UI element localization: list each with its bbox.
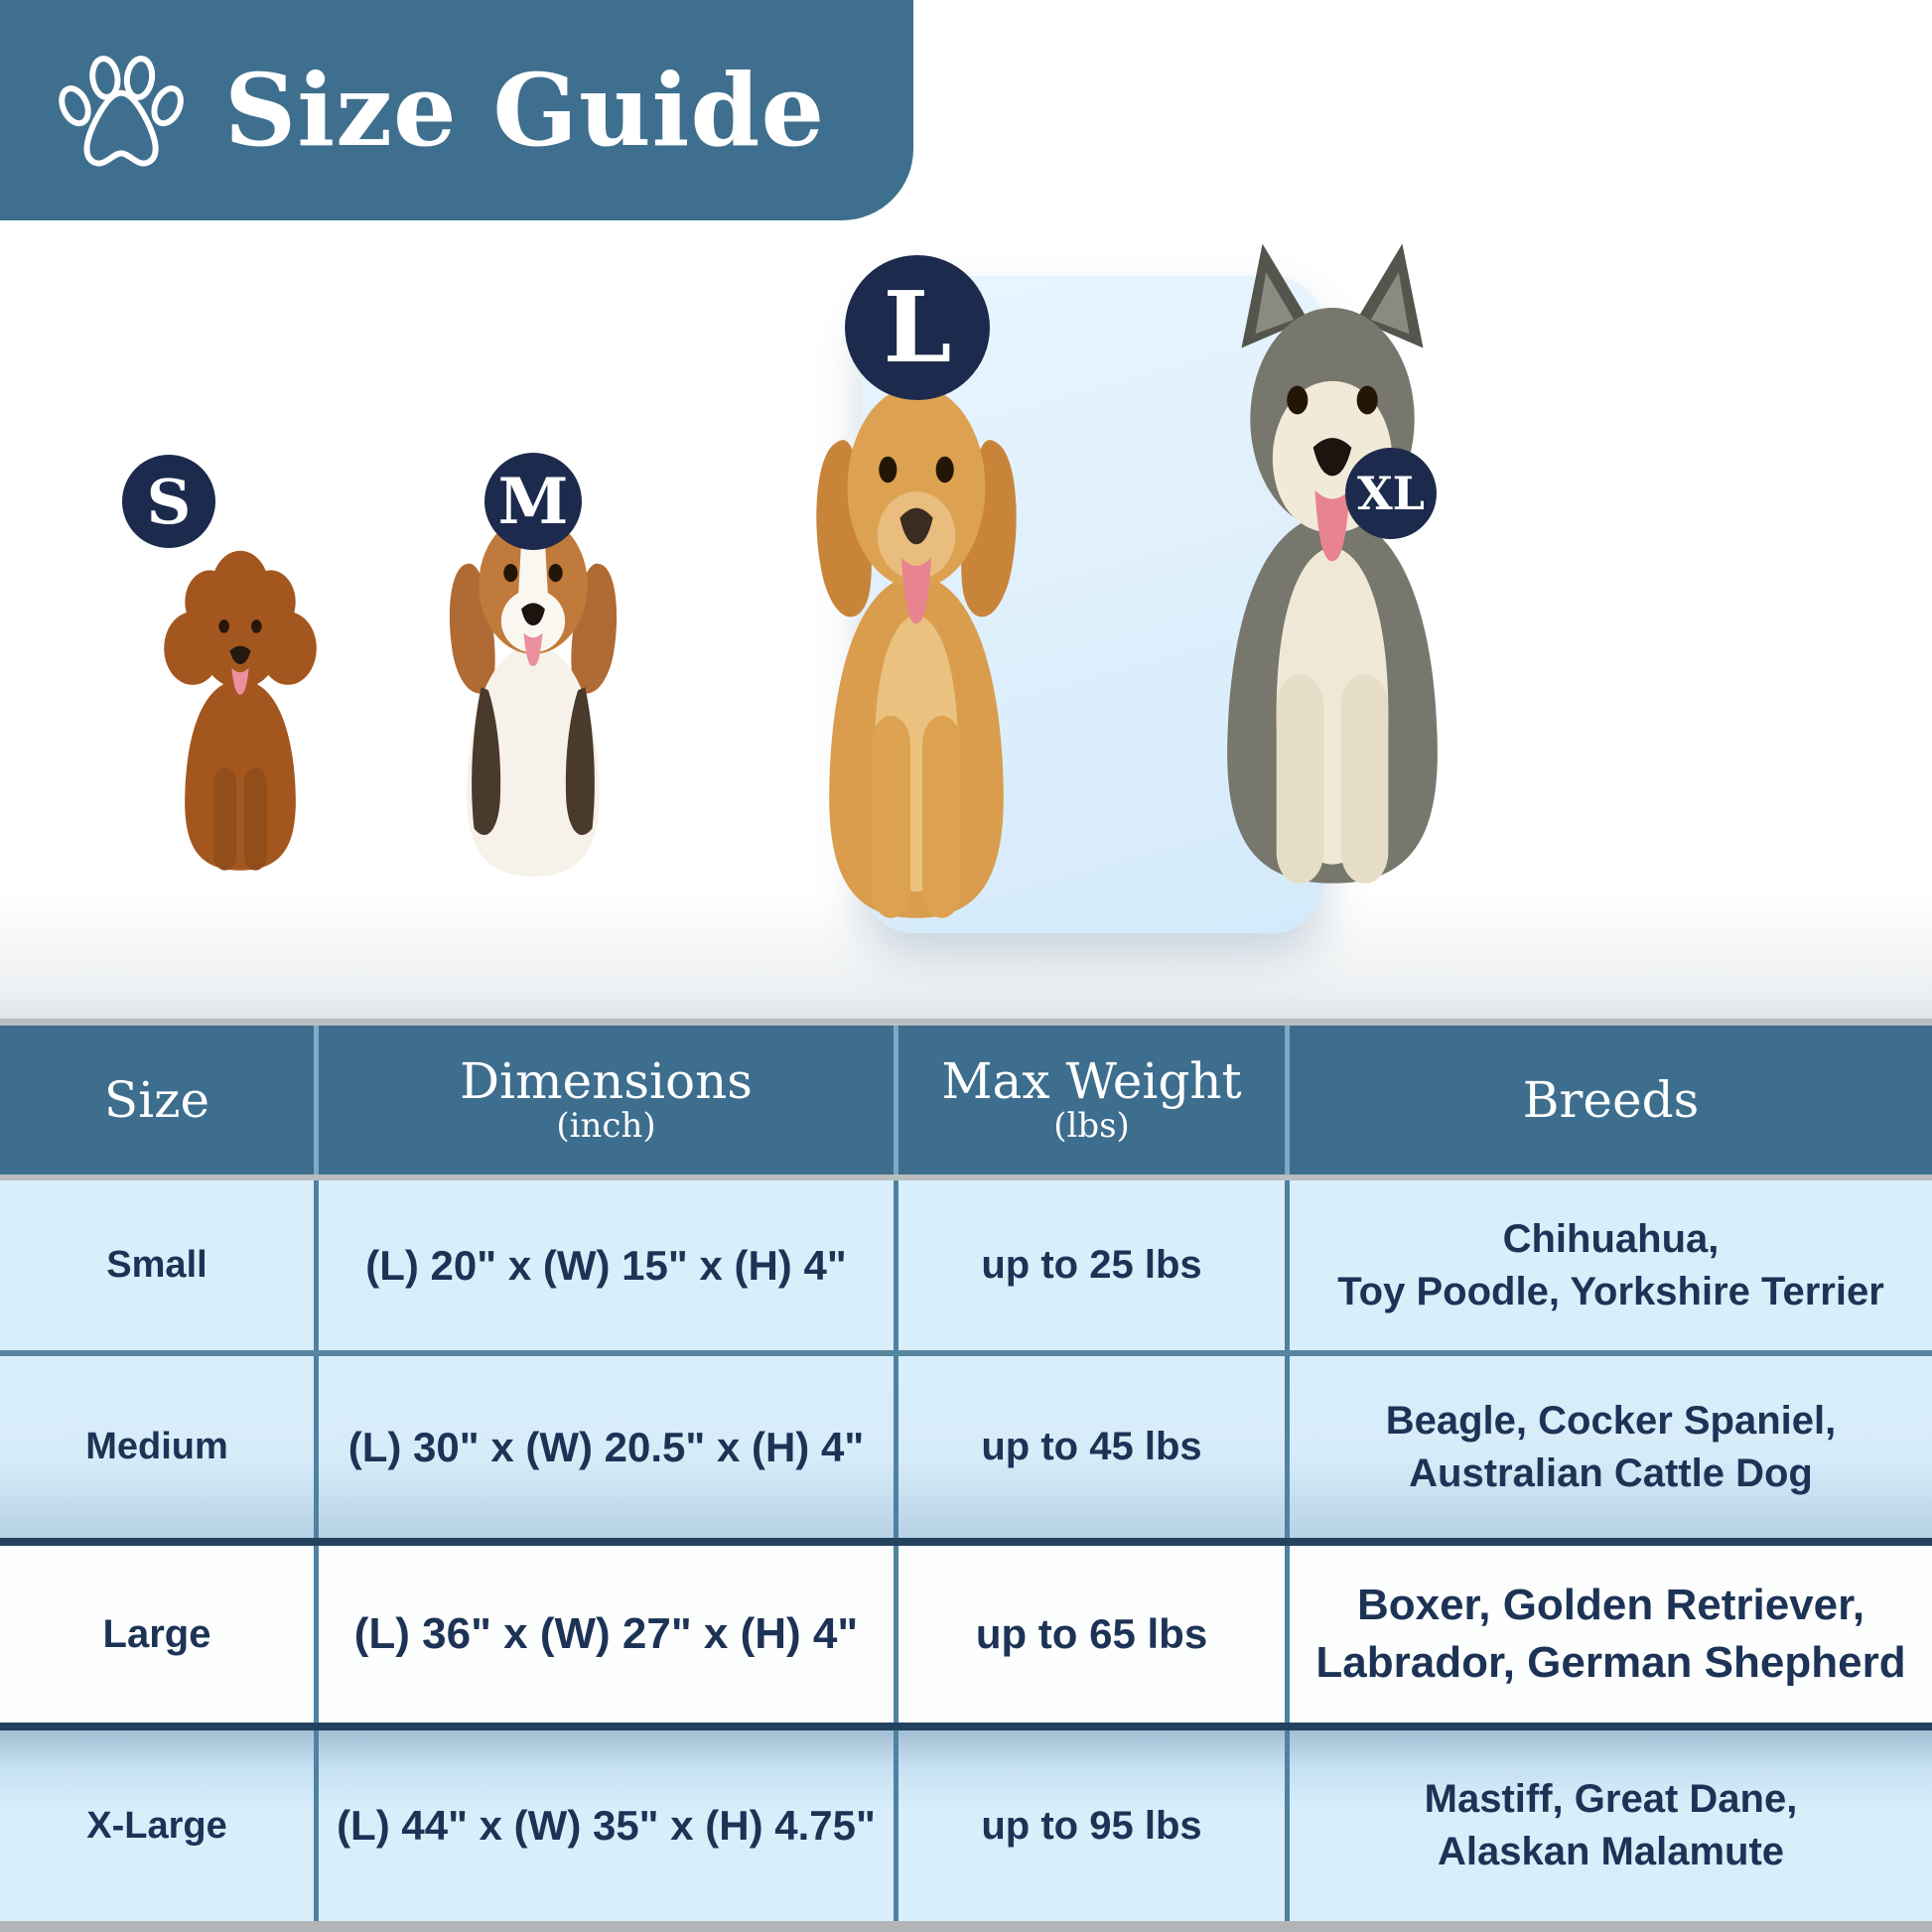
table-row-small: Small (L) 20" x (W) 15" x (H) 4" up to 2… xyxy=(0,1180,1932,1356)
size-badge-small: S xyxy=(122,455,215,548)
bottom-border-strip xyxy=(0,1921,1932,1932)
cell-dimensions: (L) 20" x (W) 15" x (H) 4" xyxy=(314,1180,894,1350)
size-badge-xlarge: XL xyxy=(1345,448,1437,539)
cell-dimensions: (L) 30" x (W) 20.5" x (H) 4" xyxy=(314,1356,894,1538)
column-header-dimensions: Dimensions (inch) xyxy=(314,1026,894,1174)
cell-breeds: Boxer, Golden Retriever, Labrador, Germa… xyxy=(1285,1546,1932,1723)
cell-dimensions: (L) 36" x (W) 27" x (H) 4" xyxy=(314,1546,894,1723)
cell-breeds: Chihuahua, Toy Poodle, Yorkshire Terrier xyxy=(1285,1180,1932,1350)
column-header-size: Size xyxy=(103,1070,210,1129)
toy-poodle-illustration xyxy=(145,536,336,878)
cell-max-weight: up to 45 lbs xyxy=(894,1356,1285,1538)
cell-max-weight: up to 25 lbs xyxy=(894,1180,1285,1350)
paw-icon xyxy=(59,56,184,167)
size-badge-medium: M xyxy=(484,453,582,550)
page-title: Size Guide xyxy=(224,52,826,169)
size-table: Size Dimensions (inch) Max Weight (lbs) … xyxy=(0,1019,1932,1921)
table-row-xlarge: X-Large (L) 44" x (W) 35" x (H) 4.75" up… xyxy=(0,1730,1932,1921)
golden-retriever-illustration xyxy=(766,316,1066,931)
cell-max-weight: up to 65 lbs xyxy=(894,1546,1285,1723)
table-row-large-highlighted: Large (L) 36" x (W) 27" x (H) 4" up to 6… xyxy=(0,1538,1932,1730)
cell-size: X-Large xyxy=(86,1804,227,1847)
beagle-illustration xyxy=(415,465,651,886)
cell-size: Large xyxy=(102,1611,211,1656)
cell-dimensions: (L) 44" x (W) 35" x (H) 4.75" xyxy=(314,1730,894,1921)
cell-size: Small xyxy=(106,1244,207,1286)
cell-max-weight: up to 95 lbs xyxy=(894,1730,1285,1921)
table-row-medium: Medium (L) 30" x (W) 20.5" x (H) 4" up t… xyxy=(0,1356,1932,1538)
header-banner: Size Guide xyxy=(0,0,913,220)
cell-breeds: Beagle, Cocker Spaniel, Australian Cattl… xyxy=(1285,1356,1932,1538)
column-header-breeds: Breeds xyxy=(1285,1026,1932,1174)
cell-breeds: Mastiff, Great Dane, Alaskan Malamute xyxy=(1285,1730,1932,1921)
size-badge-large: L xyxy=(845,255,990,400)
table-header-row: Size Dimensions (inch) Max Weight (lbs) … xyxy=(0,1026,1932,1180)
alaskan-malamute-illustration xyxy=(1158,234,1507,897)
cell-size: Medium xyxy=(85,1426,228,1467)
column-header-max-weight: Max Weight (lbs) xyxy=(894,1026,1285,1174)
